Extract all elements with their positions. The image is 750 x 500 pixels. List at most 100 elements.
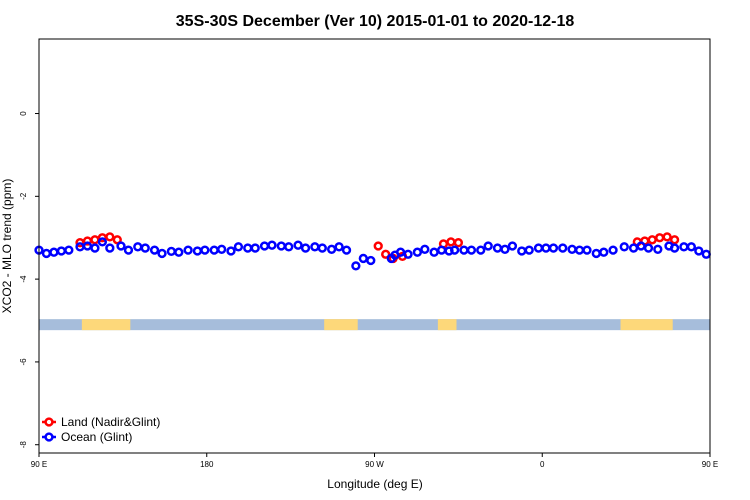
data-point: [326, 244, 337, 254]
data-point: [105, 243, 115, 253]
data-point: [133, 242, 143, 252]
data-point: [64, 245, 74, 255]
data-point: [574, 245, 585, 255]
x-tick-label-1: 180: [200, 460, 214, 469]
land-segment-3: [620, 319, 673, 331]
data-point: [599, 247, 609, 257]
data-point: [174, 247, 184, 257]
land-segment-1: [324, 319, 358, 331]
data-point: [643, 243, 654, 253]
data-point: [243, 243, 253, 253]
land-sea-band: [39, 319, 710, 331]
x-axis-label: Longitude (deg E): [327, 477, 422, 491]
chart-title: 35S-30S December (Ver 10) 2015-01-01 to …: [176, 13, 575, 30]
data-point: [157, 248, 167, 259]
data-point: [82, 241, 93, 251]
data-point: [466, 245, 477, 255]
data-point: [655, 233, 665, 243]
land-segment-0: [81, 319, 131, 331]
data-point: [250, 243, 260, 253]
data-point: [293, 240, 303, 250]
data-point: [420, 244, 430, 254]
y-tick-label-0: 0: [19, 111, 28, 116]
data-point: [105, 232, 115, 242]
data-point: [267, 240, 277, 250]
data-point: [636, 241, 646, 251]
data-point: [183, 245, 193, 255]
data-point: [446, 237, 456, 247]
data-point: [112, 235, 122, 245]
data-point: [548, 243, 559, 253]
data-point: [669, 243, 680, 253]
x-tick-label-3: 0: [540, 460, 545, 469]
data-point: [192, 246, 203, 256]
data-point: [41, 248, 52, 259]
data-point: [436, 245, 447, 255]
data-point: [358, 253, 368, 264]
data-point: [686, 242, 697, 252]
data-point: [483, 241, 493, 251]
legend: Land (Nadir&Glint)Ocean (Glint): [42, 415, 160, 444]
data-point: [567, 244, 577, 254]
land-segment-2: [437, 319, 457, 331]
data-point: [149, 245, 160, 255]
ocean-band: [39, 319, 710, 331]
data-point: [679, 242, 689, 252]
data-point: [619, 242, 629, 252]
data-point: [669, 235, 680, 245]
data-point: [558, 243, 568, 253]
data-point: [662, 232, 672, 242]
data-point: [310, 242, 320, 252]
legend-marker-0: [44, 417, 54, 427]
data-point: [524, 245, 534, 255]
data-point: [123, 245, 134, 255]
data-point: [259, 241, 270, 251]
data-point: [507, 241, 518, 251]
legend-label-0: Land (Nadir&Glint): [61, 415, 160, 429]
y-tick-label-4: -8: [19, 441, 28, 449]
data-point: [476, 245, 486, 255]
data-point: [97, 237, 108, 247]
data-point: [381, 249, 391, 259]
data-point: [492, 243, 503, 253]
data-point: [334, 242, 344, 252]
data-point: [276, 241, 286, 251]
legend-marker-1: [44, 432, 54, 442]
x-tick-label-0: 90 E: [31, 460, 47, 469]
data-point: [140, 243, 150, 253]
data-point: [351, 261, 361, 271]
data-point: [56, 246, 67, 256]
data-point: [49, 247, 59, 257]
data-point: [591, 248, 601, 259]
data-point: [116, 241, 126, 251]
x-tick-label-2: 90 W: [365, 460, 384, 469]
data-point: [628, 243, 639, 253]
data-point: [533, 243, 544, 253]
data-point: [166, 246, 176, 257]
x-tick-label-4: 90 E: [702, 460, 718, 469]
data-point: [653, 244, 663, 254]
data-point: [200, 245, 210, 255]
data-point: [209, 245, 219, 255]
data-point: [317, 243, 327, 253]
data-point: [300, 243, 311, 253]
data-point: [217, 244, 227, 254]
data-point: [341, 245, 352, 255]
plot-marks: [34, 232, 711, 271]
series-1: [34, 237, 711, 271]
data-point: [582, 245, 592, 255]
y-tick-label-3: -6: [19, 358, 28, 366]
data-point: [449, 245, 460, 255]
data-point: [694, 246, 704, 256]
data-point: [517, 246, 527, 256]
data-point: [647, 235, 657, 245]
y-axis: 0 -2 -4 -6 -8: [19, 111, 39, 449]
data-point: [453, 238, 464, 248]
data-point: [373, 241, 383, 251]
y-tick-label-1: -2: [19, 192, 28, 200]
y-axis-label: XCO2 - MLO trend (ppm): [0, 179, 14, 314]
data-point: [403, 249, 413, 259]
data-point: [366, 255, 376, 266]
data-point: [284, 242, 294, 252]
